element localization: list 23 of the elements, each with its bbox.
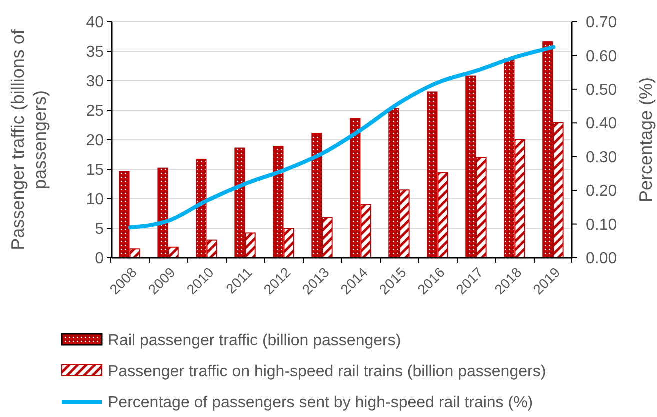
- y2-tick-label: 0.30: [586, 149, 618, 166]
- y2-tick-label: 0.20: [586, 183, 618, 200]
- y2-tick-label: 0.60: [586, 48, 618, 66]
- legend-label: Rail passenger traffic (billion passengers): [108, 332, 402, 350]
- y2-axis-title: Percentage (%): [636, 77, 656, 203]
- y-tick-label: 10: [86, 192, 104, 209]
- y-tick-label: 5: [95, 221, 104, 238]
- y2-tick-label: 0.70: [586, 14, 618, 32]
- y-tick-label: 25: [86, 103, 104, 120]
- legend-label: Passenger traffic on high-speed rail trains (billion passengers): [108, 364, 546, 381]
- y-tick-label: 40: [86, 14, 104, 32]
- y-tick-label: 0: [95, 250, 104, 268]
- y2-tick-label: 0.40: [586, 116, 618, 133]
- y-tick-label: 15: [86, 162, 104, 180]
- y-tick-label: 20: [86, 132, 104, 150]
- legend-label: Percentage of passengers sent by high-speed rail trains (%): [108, 394, 534, 412]
- y2-tick-label: 0.10: [586, 216, 618, 234]
- y-axis-title: Passenger traffic (billions of passengers): [8, 28, 50, 250]
- y-tick-label: 30: [86, 74, 104, 91]
- y2-tick-label: 0.50: [586, 82, 618, 100]
- y-tick-label: 35: [86, 44, 104, 62]
- line-series: [128, 45, 556, 230]
- y2-tick-label: 0.00: [586, 250, 618, 268]
